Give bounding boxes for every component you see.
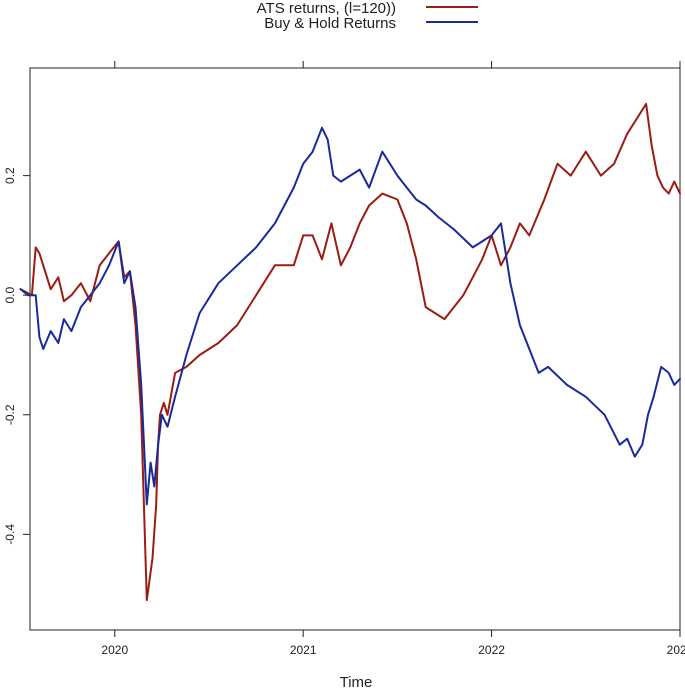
x-tick-label: 2023 (667, 643, 685, 657)
series-line-1 (19, 102, 681, 602)
plot-area-frame (29, 67, 681, 631)
y-tick-label: -0.4 (3, 524, 17, 545)
legend-label-1: ATS returns, (l=120)) (257, 0, 396, 17)
x-axis-title: Time (340, 674, 373, 689)
x-tick-label: 2020 (101, 643, 128, 657)
y-tick-label: -0.2 (3, 404, 17, 425)
y-axis: -0.4 -0.2 0.0 0.2 (3, 167, 30, 545)
x-tick-label: 2022 (478, 643, 505, 657)
legend: ATS returns, (l=120))Buy & Hold Returns (257, 0, 478, 32)
legend-label-2: Buy & Hold Returns (264, 15, 396, 32)
x-axis: 2020 2021 2022 2023 (101, 61, 685, 657)
y-tick-label: 0.0 (3, 287, 17, 304)
y-tick-label: 0.2 (3, 167, 17, 184)
x-tick-label: 2021 (290, 643, 317, 657)
series-layer (19, 102, 681, 602)
series-line-2 (19, 126, 681, 506)
